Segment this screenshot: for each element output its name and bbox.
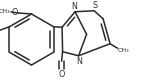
Text: CH₃: CH₃ xyxy=(0,9,11,14)
Text: CH₃: CH₃ xyxy=(118,48,130,53)
Text: N: N xyxy=(72,2,78,11)
Text: N: N xyxy=(77,57,82,66)
Text: S: S xyxy=(92,1,97,10)
Text: O: O xyxy=(12,8,18,17)
Text: O: O xyxy=(58,70,65,79)
